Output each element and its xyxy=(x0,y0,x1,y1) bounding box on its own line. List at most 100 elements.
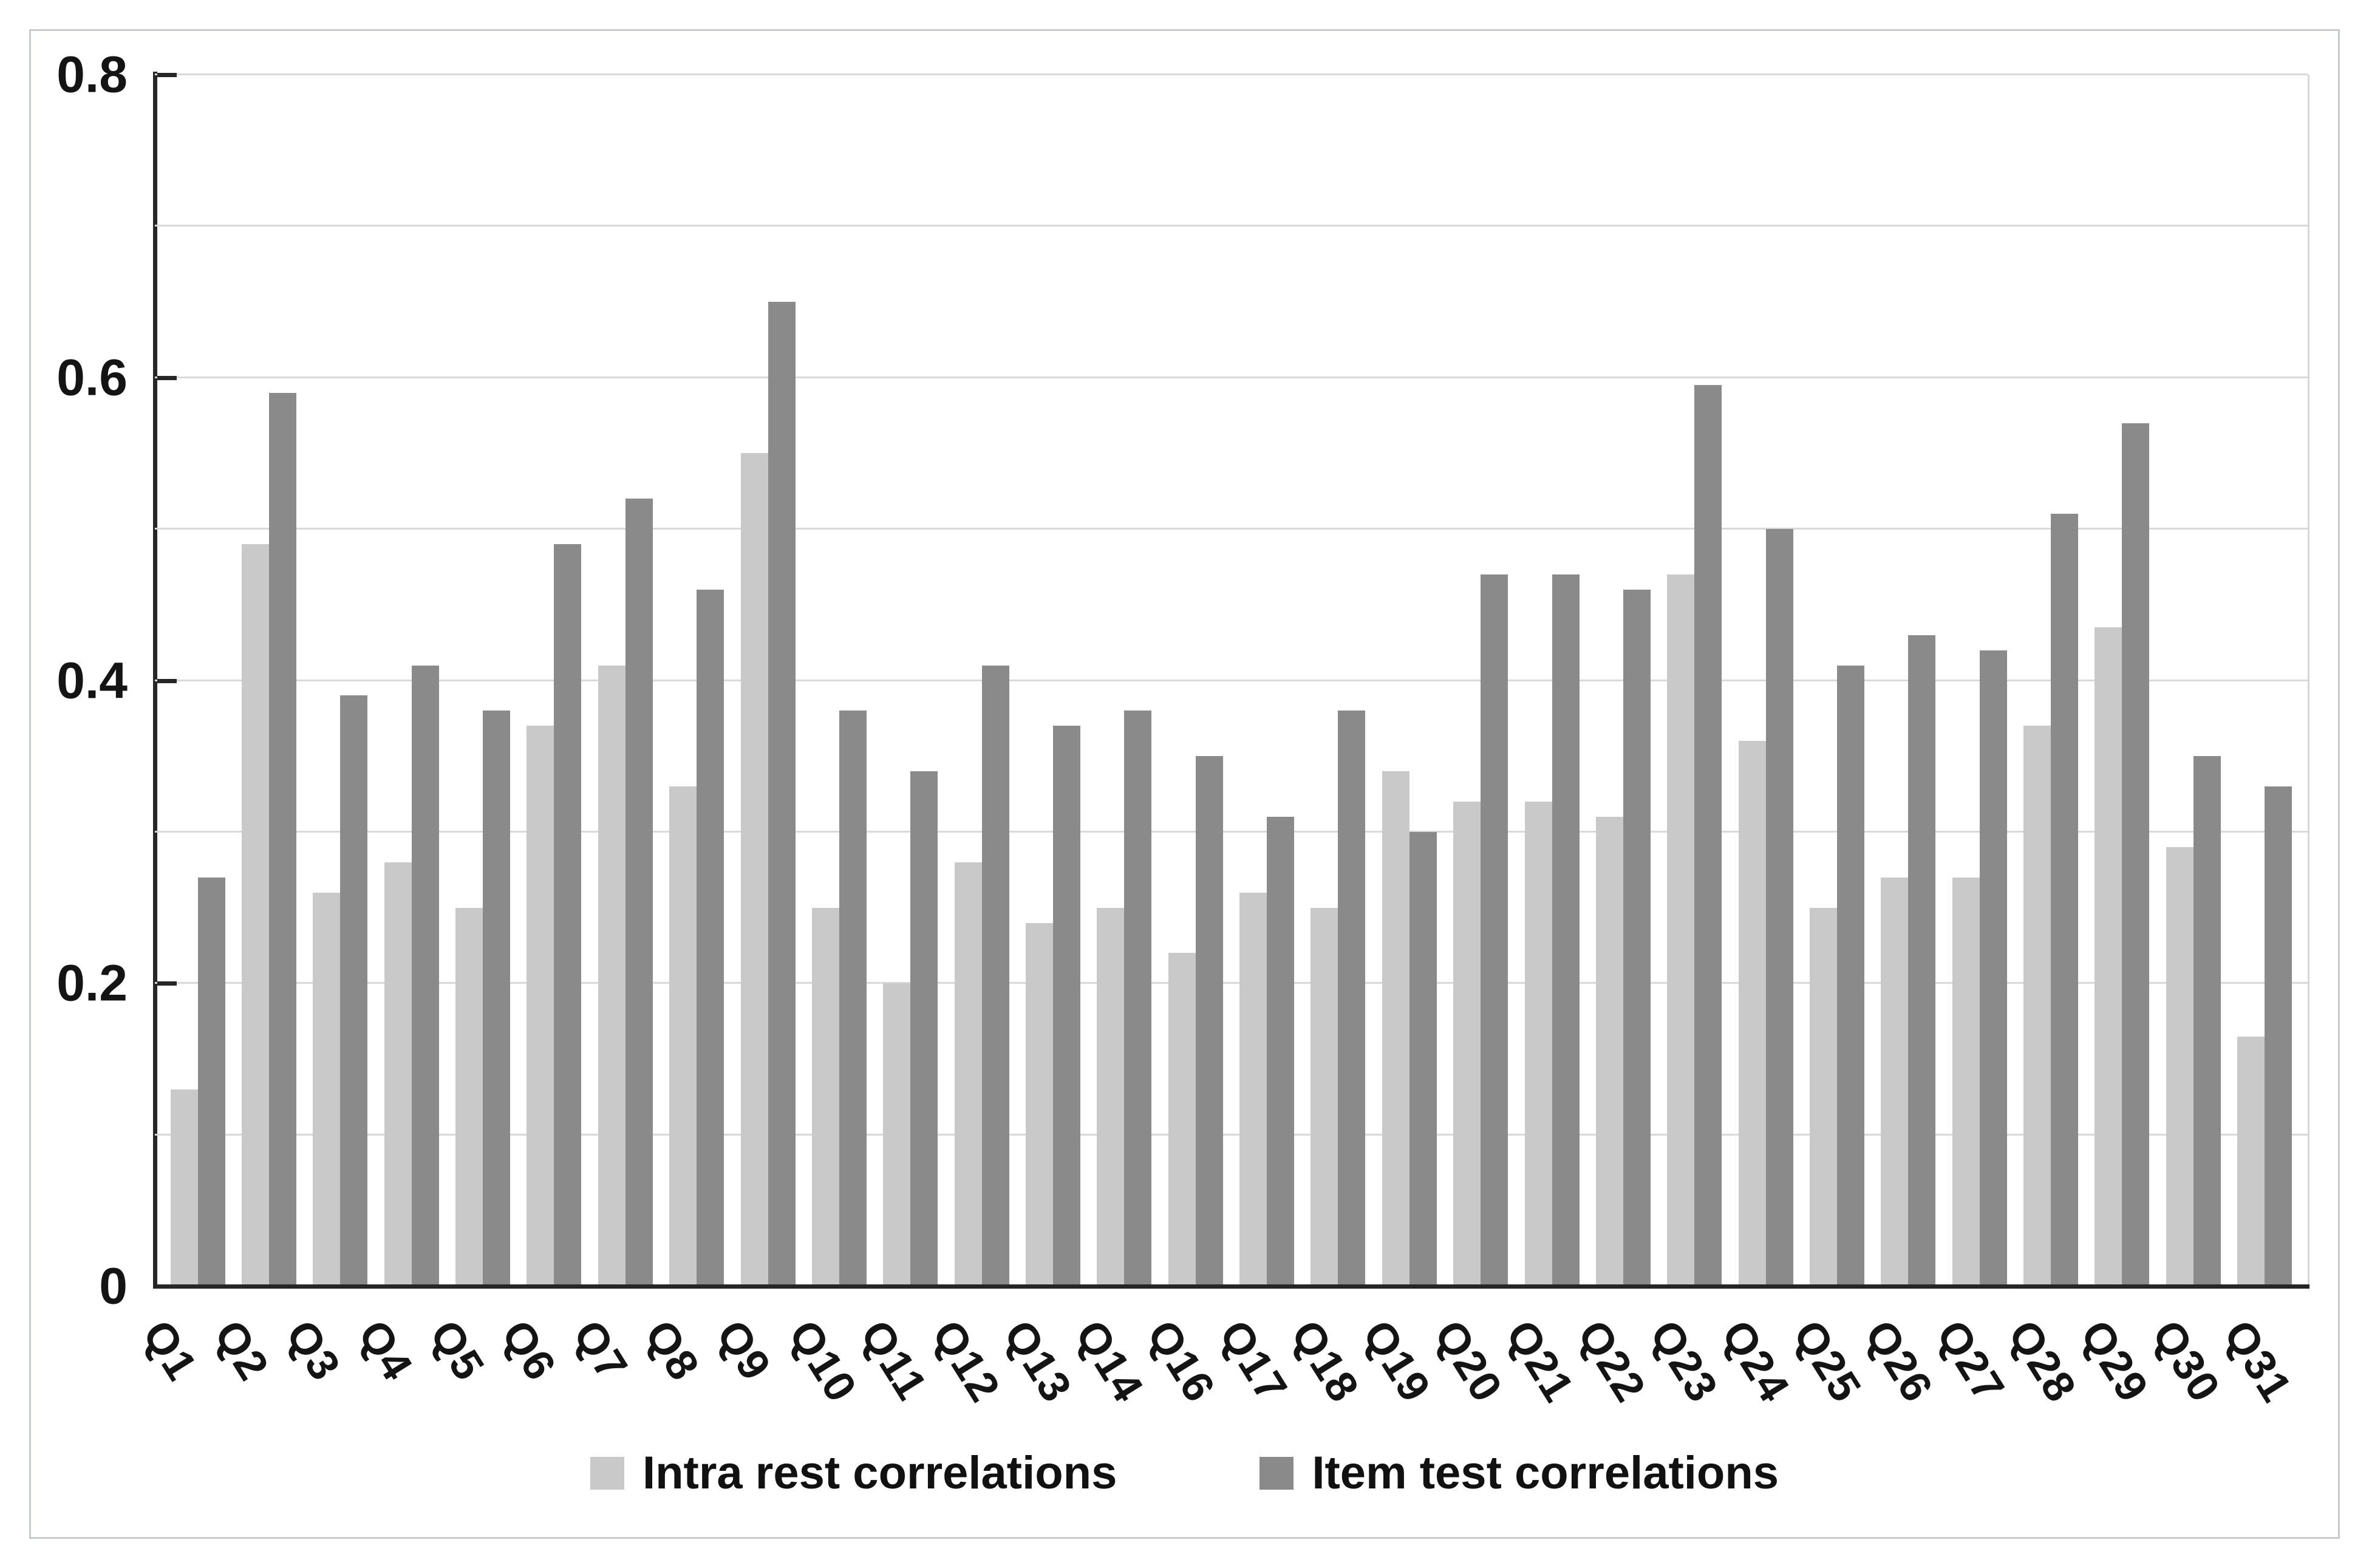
category-q8 xyxy=(661,75,732,1286)
bar-q28-intra-rest xyxy=(2023,726,2051,1286)
x-label-q27: Q27 xyxy=(1927,1312,2014,1411)
bar-q18-intra-rest xyxy=(1311,907,1338,1286)
category-q3 xyxy=(305,75,376,1286)
x-label-q16: Q16 xyxy=(1137,1312,1225,1411)
bar-q3-item-test xyxy=(340,695,368,1286)
bar-q7-intra-rest xyxy=(598,665,625,1286)
bar-q12-item-test xyxy=(981,665,1009,1286)
category-q5 xyxy=(447,75,518,1286)
x-label-q2: Q2 xyxy=(205,1312,279,1389)
x-axis-line xyxy=(153,1284,2309,1289)
bar-q22-item-test xyxy=(1623,589,1651,1286)
x-label-q13: Q13 xyxy=(994,1312,1082,1411)
legend-entry-intra: Intra rest correlations xyxy=(590,1447,1117,1499)
gridline-0.5 xyxy=(155,528,2308,530)
bar-q20-intra-rest xyxy=(1453,802,1481,1286)
gridline-0.6 xyxy=(155,376,2308,378)
bar-q2-item-test xyxy=(269,392,297,1286)
bar-q30-item-test xyxy=(2193,756,2221,1286)
bar-q21-item-test xyxy=(1552,574,1580,1286)
plot-right-border xyxy=(2308,75,2309,1286)
category-q21 xyxy=(1516,75,1587,1286)
category-q6 xyxy=(519,75,590,1286)
category-q24 xyxy=(1730,75,1801,1286)
bar-q6-item-test xyxy=(554,544,582,1286)
bar-q21-intra-rest xyxy=(1524,802,1552,1286)
category-q1 xyxy=(162,75,233,1286)
bar-q18-item-test xyxy=(1338,711,1366,1286)
bar-q20-item-test xyxy=(1481,574,1508,1286)
bar-q11-intra-rest xyxy=(883,983,911,1286)
bar-q6-intra-rest xyxy=(527,726,554,1286)
gridline-0.3 xyxy=(155,830,2308,833)
category-q19 xyxy=(1374,75,1445,1286)
x-label-q17: Q17 xyxy=(1209,1312,1297,1411)
x-label-q30: Q30 xyxy=(2142,1312,2230,1411)
bar-q10-intra-rest xyxy=(811,907,839,1286)
bar-q27-intra-rest xyxy=(1952,877,1980,1286)
gridline-0.1 xyxy=(155,1133,2308,1136)
bar-q8-item-test xyxy=(697,589,724,1286)
bar-q26-item-test xyxy=(1908,635,1936,1286)
bar-q24-item-test xyxy=(1765,529,1793,1286)
y-tick-label-0.8: 0.8 xyxy=(56,46,128,103)
plot-area xyxy=(155,73,2308,1286)
category-q22 xyxy=(1587,75,1658,1286)
bar-q17-item-test xyxy=(1267,816,1295,1286)
category-q12 xyxy=(946,75,1017,1286)
category-q23 xyxy=(1659,75,1730,1286)
category-q17 xyxy=(1231,75,1302,1286)
bar-q28-item-test xyxy=(2051,514,2079,1286)
category-q9 xyxy=(732,75,803,1286)
bar-q22-intra-rest xyxy=(1595,816,1623,1286)
category-q29 xyxy=(2087,75,2158,1286)
bar-q14-item-test xyxy=(1124,711,1152,1286)
x-label-q19: Q19 xyxy=(1353,1312,1440,1411)
legend-swatch-item xyxy=(1259,1456,1294,1490)
x-label-q24: Q24 xyxy=(1712,1312,1799,1411)
x-label-q26: Q26 xyxy=(1855,1312,1943,1411)
bar-q4-intra-rest xyxy=(384,862,412,1286)
x-label-q8: Q8 xyxy=(635,1312,709,1389)
bar-q13-item-test xyxy=(1052,726,1080,1286)
bar-q16-item-test xyxy=(1195,756,1223,1286)
bar-q9-intra-rest xyxy=(740,453,768,1286)
x-label-q6: Q6 xyxy=(492,1312,566,1389)
bar-q5-item-test xyxy=(483,711,511,1286)
bar-q8-intra-rest xyxy=(669,786,697,1286)
y-tick-label-0.6: 0.6 xyxy=(56,349,128,406)
y-tick-0.6 xyxy=(157,375,177,380)
y-tick-label-0.2: 0.2 xyxy=(56,954,128,1012)
category-q30 xyxy=(2158,75,2229,1286)
bar-q14-intra-rest xyxy=(1097,907,1125,1286)
y-tick-0.2 xyxy=(157,981,177,986)
gridline-0.4 xyxy=(155,679,2308,681)
category-q28 xyxy=(2015,75,2086,1286)
bars-container xyxy=(155,75,2308,1286)
category-q2 xyxy=(233,75,304,1286)
category-q31 xyxy=(2229,75,2300,1286)
x-label-q4: Q4 xyxy=(348,1312,422,1389)
bar-q23-intra-rest xyxy=(1667,574,1695,1286)
category-q11 xyxy=(875,75,946,1286)
bar-q7-item-test xyxy=(625,499,653,1286)
bar-q10-item-test xyxy=(839,711,867,1286)
legend-swatch-intra xyxy=(590,1456,624,1490)
bar-q1-intra-rest xyxy=(170,1089,198,1286)
x-label-q22: Q22 xyxy=(1568,1312,1655,1411)
x-label-q11: Q11 xyxy=(851,1312,937,1409)
x-label-q9: Q9 xyxy=(707,1312,781,1389)
y-tick-label-0: 0 xyxy=(99,1257,128,1315)
x-label-q18: Q18 xyxy=(1281,1312,1369,1411)
x-label-q10: Q10 xyxy=(779,1312,867,1411)
bar-q13-intra-rest xyxy=(1025,922,1053,1286)
category-q18 xyxy=(1303,75,1374,1286)
y-tick-label-0.4: 0.4 xyxy=(56,652,128,709)
bar-q4-item-test xyxy=(411,665,439,1286)
x-label-q25: Q25 xyxy=(1784,1312,1871,1411)
bar-q29-intra-rest xyxy=(2095,627,2122,1286)
bar-q30-intra-rest xyxy=(2166,847,2193,1286)
x-label-q7: Q7 xyxy=(564,1312,638,1389)
category-q13 xyxy=(1017,75,1088,1286)
category-q27 xyxy=(1944,75,2015,1286)
